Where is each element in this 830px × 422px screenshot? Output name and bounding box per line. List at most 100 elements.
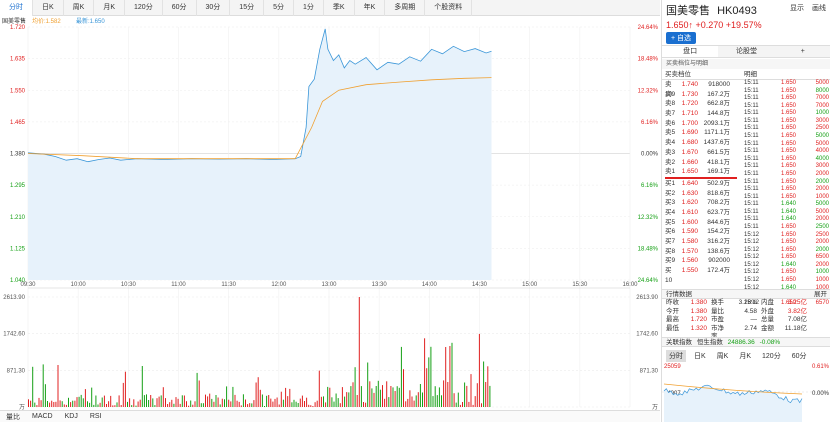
volume-bar	[61, 401, 63, 407]
volume-bar	[367, 362, 369, 407]
volume-bar	[318, 370, 320, 407]
buy-level-row[interactable]: 买2 1.630 818.6万	[662, 189, 742, 199]
tick-price: 1.650	[780, 231, 796, 238]
volume-bar	[110, 395, 112, 407]
tick-row: 15:11 1.650 1000	[742, 194, 830, 202]
mini-tab-4[interactable]: 120分	[762, 353, 781, 360]
tick-price: 1.650	[780, 125, 796, 132]
related-index[interactable]: 关联指数 恒生指数 24886.36 -0.08%	[662, 337, 830, 347]
tick-time: 15:12	[744, 277, 760, 284]
tab-7[interactable]: 15分	[230, 0, 265, 16]
indicator-tab-1[interactable]: MACD	[32, 413, 53, 420]
volume-bar	[329, 387, 331, 407]
quote-cell: 市净率	[711, 324, 724, 341]
sell-level-row[interactable]: 卖10 1.740 918000	[662, 80, 742, 98]
sell-level-row[interactable]: 卖8 1.720 662.8万	[662, 99, 742, 109]
indicator-tab-0[interactable]: 量比	[6, 413, 20, 421]
buy-level-row[interactable]: 买3 1.620 708.2万	[662, 198, 742, 208]
quote-cell: 今开	[666, 307, 679, 315]
level-price: 1.630	[681, 189, 698, 197]
indicator-tab-3[interactable]: RSI	[89, 413, 102, 420]
tick-time: 15:11	[744, 87, 759, 94]
tab-9[interactable]: 1分	[294, 0, 324, 16]
tab-6[interactable]: 30分	[197, 0, 231, 16]
volume-bar	[87, 401, 88, 407]
sell-level-row[interactable]: 卖2 1.660 418.1万	[662, 158, 742, 168]
mini-tab-1[interactable]: 日K	[694, 353, 706, 360]
tab-0[interactable]: 分时	[0, 0, 33, 16]
buy-level-row[interactable]: 买6 1.590 154.2万	[662, 227, 742, 237]
volume-bar	[365, 402, 367, 407]
tick-volume: 4000	[815, 148, 829, 155]
tick-time: 15:11	[744, 125, 759, 132]
time-tick-label: 14:00	[422, 282, 438, 288]
sell-level-row[interactable]: 卖3 1.670 661.5万	[662, 148, 742, 158]
buy-level-row[interactable]: 买7 1.580 316.2万	[662, 237, 742, 247]
sell-level-row[interactable]: 卖6 1.700 2093.1万	[662, 119, 742, 129]
add-watchlist-button[interactable]: + 自选	[666, 32, 697, 44]
tab-8[interactable]: 5分	[264, 0, 294, 16]
volume-bar	[82, 398, 84, 407]
tick-row: 15:12 1.650 1000	[742, 277, 830, 285]
buy-level-row[interactable]: 买4 1.610 623.7万	[662, 208, 742, 218]
tab-2[interactable]: 周K	[64, 0, 95, 16]
tab-3[interactable]: 月K	[94, 0, 126, 16]
volume-bar	[253, 400, 255, 407]
mini-tab-2[interactable]: 周K	[716, 353, 729, 360]
right-tab-1[interactable]: 论股堂	[735, 48, 757, 55]
tab-11[interactable]: 年K	[355, 0, 386, 16]
volume-bar	[194, 401, 196, 407]
tab-1[interactable]: 日K	[33, 0, 64, 16]
tick-time: 15:11	[744, 140, 759, 147]
level-label: 卖1	[665, 168, 676, 176]
orderbook-col-detail: 明细	[744, 71, 757, 78]
volume-bar	[162, 387, 164, 407]
display-button[interactable]: 显示	[790, 5, 804, 12]
tab-5[interactable]: 60分	[163, 0, 197, 16]
buy-level-row[interactable]: 买9 1.560 902000	[662, 256, 742, 266]
volume-bar	[285, 387, 287, 407]
draw-line-button[interactable]: 画线	[812, 5, 826, 12]
tick-row: 15:11 1.640 5000	[742, 201, 830, 209]
tick-row: 15:12 1.650 6500	[742, 254, 830, 262]
buy-level-row[interactable]: 买10 1.550 172.4万	[662, 266, 742, 284]
sell-level-row[interactable]: 卖1 1.650 169.1万	[662, 167, 742, 177]
volume-bar	[299, 398, 301, 407]
pct-tick-label: 6.16%	[641, 183, 659, 189]
volume-bar	[251, 403, 253, 407]
sell-level-row[interactable]: 卖9 1.730 167.2万	[662, 90, 742, 100]
volume-bar	[209, 393, 211, 407]
buy-level-row[interactable]: 买1 1.640 502.9万	[662, 179, 742, 189]
right-tab-0[interactable]: 盘口	[662, 46, 719, 57]
mini-index-chart[interactable]: 25059249070.61%0.00%	[662, 362, 830, 422]
mini-tab-0[interactable]: 分时	[666, 350, 686, 362]
level-label: 卖10	[665, 81, 673, 98]
volume-bar	[103, 395, 105, 407]
level-label: 买10	[665, 267, 673, 284]
mini-tab-5[interactable]: 60分	[791, 353, 807, 360]
mini-tab-3[interactable]: 月K	[739, 353, 752, 360]
volume-bar	[226, 386, 228, 407]
buy-level-row[interactable]: 买5 1.600 844.6万	[662, 218, 742, 228]
tick-volume: 6570	[815, 299, 829, 306]
sell-level-row[interactable]: 卖4 1.680 1437.6万	[662, 138, 742, 148]
right-tab-2[interactable]: +	[800, 48, 805, 55]
tab-12[interactable]: 多周期	[385, 0, 426, 16]
volume-bar	[188, 405, 190, 407]
volume-bar	[447, 382, 449, 407]
tab-4[interactable]: 120分	[125, 0, 163, 16]
sell-level-row[interactable]: 卖7 1.710 144.8万	[662, 109, 742, 119]
volume-bar	[337, 398, 339, 407]
quote-expand-button[interactable]: 展开	[814, 291, 827, 298]
chart-stock-label: 国美零售	[2, 17, 26, 25]
buy-level-row[interactable]: 买8 1.570 138.6万	[662, 247, 742, 257]
sell-level-row[interactable]: 卖5 1.690 1171.1万	[662, 128, 742, 138]
intraday-chart[interactable]: 1.720 24.64% 1.635 18.48% 1.550 12.32% 1.465 6.…	[0, 17, 660, 412]
tab-10[interactable]: 季K	[324, 0, 355, 16]
quote-cell: 外盘	[761, 307, 774, 315]
tab-13[interactable]: 个股资料	[425, 0, 473, 16]
level-price: 1.720	[681, 100, 698, 108]
indicator-tab-2[interactable]: KDJ	[64, 413, 78, 420]
toolbar-right: 显示 画线	[790, 0, 826, 16]
volume-bar	[186, 401, 187, 407]
